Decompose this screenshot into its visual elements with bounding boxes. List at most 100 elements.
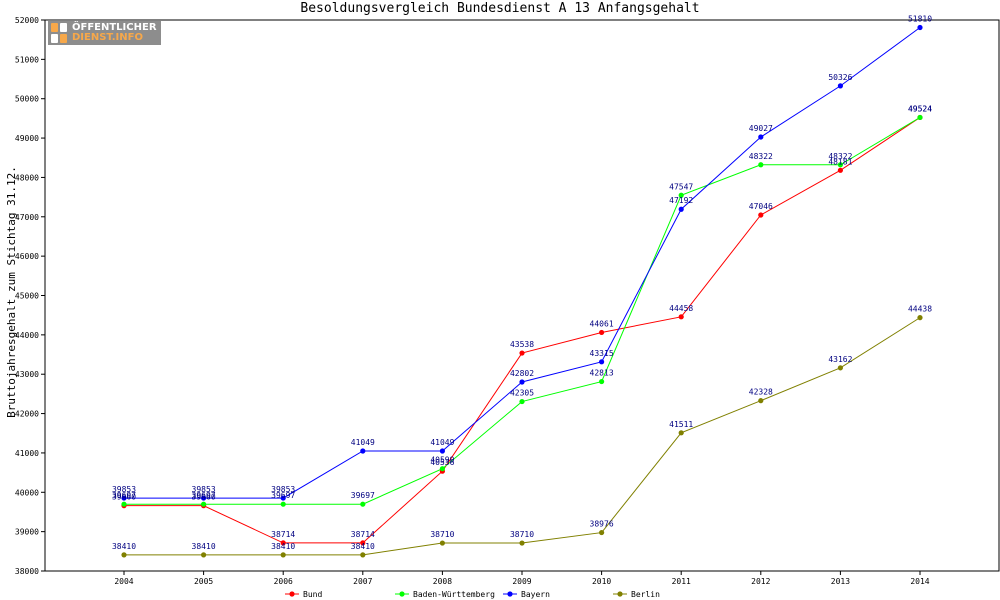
legend-swatch-marker <box>507 591 513 597</box>
y-tick-label: 40000 <box>15 488 39 497</box>
data-label: 38976 <box>590 520 614 529</box>
data-point <box>360 552 366 558</box>
legend-label: Bund <box>303 590 322 599</box>
data-label: 42813 <box>590 369 614 378</box>
logo-mark-icon <box>51 23 68 43</box>
data-label: 38410 <box>351 542 375 551</box>
series-line-0 <box>124 117 921 544</box>
data-label: 38714 <box>351 530 375 539</box>
data-label: 38714 <box>271 530 295 539</box>
chart-title: Besoldungsvergleich Bundesdienst A 13 An… <box>300 1 700 16</box>
data-point <box>758 398 764 404</box>
data-point <box>519 350 525 356</box>
data-label: 39660 <box>112 493 136 502</box>
y-tick-label: 51000 <box>15 55 39 64</box>
legend-label: Baden-Württemberg <box>413 590 495 599</box>
data-point <box>678 314 684 320</box>
y-tick-label: 38000 <box>15 567 39 576</box>
data-point <box>917 24 923 31</box>
series-line-1 <box>124 117 921 505</box>
x-tick-label: 2011 <box>672 577 691 586</box>
data-label: 38410 <box>112 542 136 551</box>
y-tick-label: 43000 <box>15 370 39 379</box>
data-label: 49524 <box>908 104 932 113</box>
data-point <box>280 552 286 558</box>
y-tick-label: 50000 <box>15 95 39 104</box>
data-point <box>678 192 684 198</box>
data-label: 42305 <box>510 389 534 398</box>
data-point <box>678 430 684 436</box>
data-point <box>917 114 923 121</box>
data-label: 49027 <box>749 124 773 133</box>
logo-text-line1: ÖFFENTLICHER <box>72 22 157 33</box>
x-tick-label: 2014 <box>910 577 929 586</box>
data-point <box>201 501 207 507</box>
logo-text-line2: DIENST.INFO <box>72 32 143 43</box>
x-tick-label: 2009 <box>512 577 531 586</box>
x-tick-label: 2004 <box>114 577 133 586</box>
data-point <box>439 448 445 454</box>
data-label: 39697 <box>351 491 375 500</box>
data-point <box>280 540 286 546</box>
legend-label: Bayern <box>521 590 550 599</box>
y-axis-label: Bruttojahresgehalt zum Stichtag 31.12. <box>5 166 18 418</box>
data-point <box>360 448 366 454</box>
data-label: 49524 <box>908 104 932 113</box>
logo: ÖFFENTLICHER DIENST.INFO <box>48 21 161 45</box>
data-label: 44061 <box>590 319 614 328</box>
y-tick-label: 52000 <box>15 16 39 25</box>
y-tick-label: 49000 <box>15 134 39 143</box>
data-label: 42328 <box>749 388 773 397</box>
data-point <box>837 162 844 168</box>
data-point <box>201 495 207 501</box>
y-tick-label: 42000 <box>15 410 39 419</box>
data-point <box>201 552 207 558</box>
data-point <box>519 540 525 546</box>
y-tick-label: 45000 <box>15 292 39 301</box>
data-label: 43538 <box>510 340 534 349</box>
data-label: 48322 <box>749 152 773 161</box>
data-point <box>439 540 445 546</box>
plot-frame <box>44 19 1000 572</box>
data-label: 40536 <box>430 458 454 467</box>
data-point <box>837 83 844 89</box>
data-label: 39697 <box>271 491 295 500</box>
x-tick-label: 2010 <box>592 577 611 586</box>
y-tick-label: 47000 <box>15 213 39 222</box>
data-point <box>280 501 286 507</box>
data-label: 39660 <box>192 493 216 502</box>
x-tick-label: 2013 <box>831 577 850 586</box>
legend-swatch-marker <box>289 591 295 597</box>
data-point <box>360 501 366 507</box>
data-point <box>121 552 127 558</box>
x-tick-label: 2008 <box>433 577 452 586</box>
legend-label: Berlin <box>631 590 660 599</box>
data-point <box>599 378 605 385</box>
series-line-2 <box>124 27 921 499</box>
data-label: 38410 <box>271 542 295 551</box>
data-point <box>121 495 127 501</box>
data-label: 42802 <box>510 369 534 378</box>
data-label: 47192 <box>669 196 693 205</box>
y-tick-label: 48000 <box>15 173 39 182</box>
data-label: 38710 <box>430 530 454 539</box>
data-point <box>678 206 684 212</box>
data-label: 51810 <box>908 14 932 23</box>
data-label: 50326 <box>828 73 852 82</box>
data-label: 38710 <box>510 530 534 539</box>
data-label: 39853 <box>112 485 136 494</box>
x-tick-label: 2006 <box>274 577 293 586</box>
y-tick-label: 39000 <box>15 528 39 537</box>
data-label: 39697 <box>112 491 136 500</box>
data-point <box>599 359 605 365</box>
x-tick-label: 2012 <box>751 577 770 586</box>
data-point <box>599 529 605 536</box>
data-label: 44458 <box>669 304 693 313</box>
data-point <box>280 495 286 501</box>
x-tick-label: 2005 <box>194 577 213 586</box>
data-label: 47547 <box>669 182 693 191</box>
data-label: 43162 <box>828 355 852 364</box>
data-label: 47046 <box>749 202 773 211</box>
legend-swatch-marker <box>617 591 623 597</box>
